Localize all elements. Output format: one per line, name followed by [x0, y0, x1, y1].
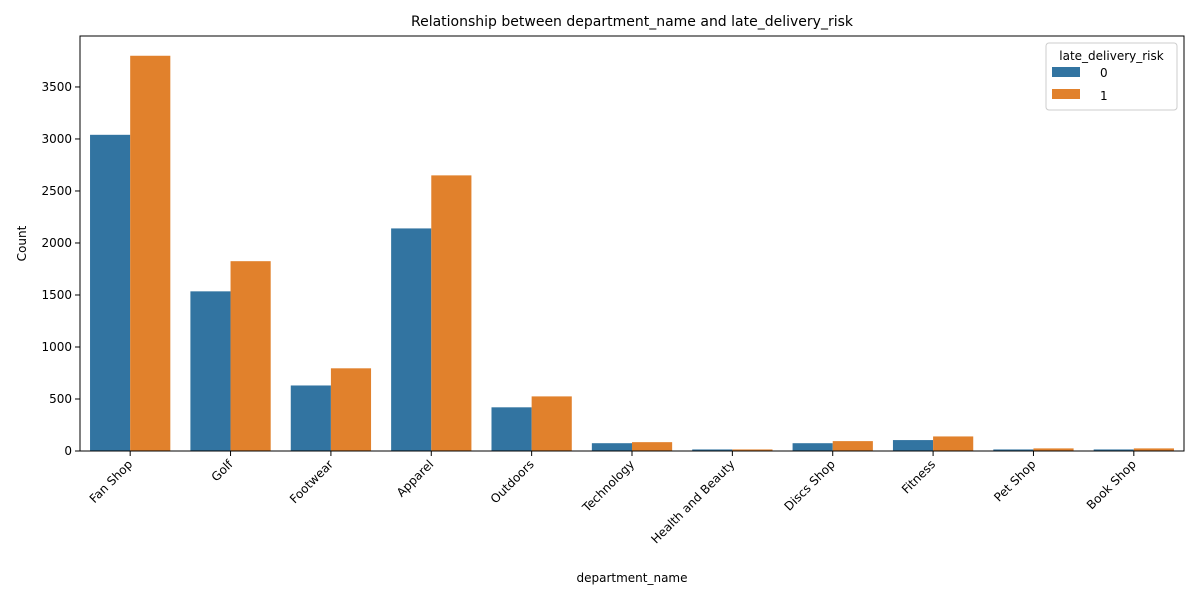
- y-tick-label: 2000: [41, 236, 72, 250]
- x-tick-label: Fan Shop: [87, 457, 136, 506]
- x-tick-label: Health and Beauty: [648, 457, 737, 546]
- bar-0-outdoors: [491, 407, 532, 451]
- bar-1-outdoors: [531, 396, 572, 451]
- y-tick-label: 1500: [41, 288, 72, 302]
- y-tick-label: 3000: [41, 132, 72, 146]
- x-tick-label: Discs Shop: [782, 457, 838, 513]
- x-tick-label: Outdoors: [488, 457, 537, 506]
- x-axis-label: department_name: [576, 571, 687, 585]
- bar-1-fitness: [933, 436, 974, 451]
- legend: late_delivery_risk 0 1: [1045, 42, 1178, 111]
- bar-0-book-shop: [1093, 449, 1134, 451]
- legend-label-0: 0: [1100, 66, 1108, 80]
- bar-1-apparel: [431, 175, 472, 452]
- bar-1-footwear: [330, 368, 372, 451]
- y-tick-label: 3500: [41, 80, 72, 94]
- bar-1-discs-shop: [832, 441, 873, 451]
- y-axis: 0 500 1000 1500 2000 2500 3000 3500: [41, 80, 80, 458]
- legend-swatch-0: [1052, 67, 1080, 77]
- bar-1-technology: [632, 442, 673, 451]
- bar-1-fan-shop: [130, 55, 171, 452]
- bar-0-health-and-beauty: [692, 449, 733, 451]
- bar-1-pet-shop: [1033, 448, 1074, 451]
- legend-title: late_delivery_risk: [1059, 49, 1163, 63]
- y-tick-label: 2500: [41, 184, 72, 198]
- bars-layer: [90, 55, 1174, 452]
- x-tick-label: Fitness: [899, 457, 938, 496]
- legend-label-1: 1: [1100, 89, 1108, 103]
- x-axis: Fan Shop Golf Footwear Apparel Outdoors Techn…: [87, 451, 1139, 546]
- x-tick-label: Footwear: [287, 457, 336, 506]
- bar-0-footwear: [290, 385, 331, 451]
- bar-0-pet-shop: [993, 449, 1034, 451]
- y-tick-label: 500: [49, 392, 72, 406]
- y-tick-label: 1000: [41, 340, 72, 354]
- bar-0-golf: [190, 291, 231, 451]
- x-tick-label: Apparel: [394, 457, 437, 500]
- x-tick-label: Pet Shop: [991, 457, 1038, 504]
- y-tick-label: 0: [64, 444, 72, 458]
- bar-0-discs-shop: [792, 443, 833, 451]
- bar-0-apparel: [391, 228, 432, 451]
- bar-1-golf: [230, 261, 271, 451]
- bar-0-technology: [591, 443, 632, 451]
- y-axis-label: Count: [15, 225, 29, 261]
- plot-frame: [79, 35, 1185, 452]
- bar-1-book-shop: [1133, 448, 1174, 451]
- x-tick-label: Golf: [209, 457, 237, 485]
- bar-1-health-and-beauty: [732, 449, 773, 451]
- x-tick-label: Technology: [579, 457, 637, 515]
- bar-0-fitness: [892, 440, 934, 451]
- bar-0-fan-shop: [90, 134, 131, 452]
- chart-title: Relationship between department_name and…: [411, 14, 854, 30]
- x-tick-label: Book Shop: [1084, 457, 1139, 512]
- legend-swatch-1: [1052, 89, 1080, 99]
